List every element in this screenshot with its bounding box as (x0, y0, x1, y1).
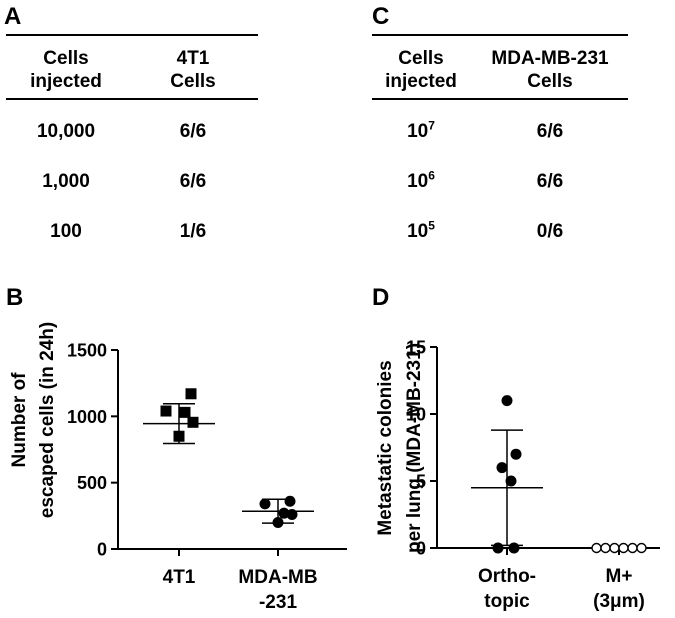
table-a: Cells injected 4T1 Cells 10,000 6/6 1,00… (6, 34, 258, 264)
chart-b-data-point (173, 430, 185, 442)
table-a-top-rule (6, 34, 258, 36)
table-c-row-3-base: 10 (407, 221, 429, 242)
table-c-top-rule (372, 34, 628, 36)
chart-b-y-axis-label: Number of (9, 372, 30, 468)
chart-d-data-point (501, 395, 513, 407)
chart-b-x-tick-label: MDA-MB (238, 567, 317, 588)
chart-b-data-point (286, 509, 298, 521)
chart-b-data-point (284, 495, 296, 507)
table-c: Cells injected MDA-MB-231 Cells 107 6/6 … (372, 34, 628, 264)
table-c-row-1-result: 6/6 (536, 121, 564, 142)
chart-b-y-tick-label: 500 (77, 473, 107, 493)
chart-b-data-point (272, 516, 284, 528)
chart-b-data-point (179, 406, 191, 418)
panel-label-a: A (4, 3, 22, 30)
table-a-row-1-result: 6/6 (179, 121, 207, 142)
table-a-header-rule (6, 98, 258, 100)
chart-b-x-tick-label: 4T1 (163, 567, 196, 588)
chart-d-y-tick-label: 10 (406, 405, 426, 425)
chart-d-data-point (627, 542, 638, 554)
chart-d-data-point (591, 542, 602, 554)
chart-b-data-point (185, 388, 197, 400)
table-a-row-2-result: 6/6 (179, 171, 207, 192)
table-c-row-3-result: 0/6 (536, 221, 564, 242)
chart-d-x-tick-label: topic (484, 591, 530, 612)
chart-d-x-tick-label: Ortho- (478, 566, 536, 587)
table-c-row-2-cells: 106 (372, 170, 470, 193)
chart-b-x-tick-label: -231 (259, 592, 297, 613)
table-c-header-mda-mb-231: MDA-MB-231 Cells (491, 48, 609, 92)
chart-d-y-tick-label: 15 (406, 338, 426, 358)
table-a-header-4t1: 4T1 Cells (170, 48, 216, 92)
table-c-header-rule (372, 98, 628, 100)
chart-b-y-tick-label: 0 (97, 540, 107, 560)
table-c-row-1-base: 10 (407, 121, 429, 142)
table-a-header-cells-injected: Cells injected (30, 48, 102, 92)
chart-d-y-axis-label: Metastatic colonies (375, 360, 396, 535)
table-c-row-1-exponent: 7 (428, 118, 435, 133)
chart-b-data-point (259, 498, 271, 510)
chart-d-data-point (618, 542, 629, 554)
panel-label-d: D (372, 284, 390, 311)
table-c-row-2-result: 6/6 (536, 171, 564, 192)
table-a-row-3-result: 1/6 (179, 221, 207, 242)
chart-b-y-axis-label: escaped cells (in 24h) (37, 322, 58, 518)
table-c-row-2-base: 10 (407, 171, 429, 192)
chart-d-y-axis-label: per lung (MDA-MB-231) (404, 343, 425, 553)
table-c-header-cells-injected: Cells injected (385, 48, 457, 92)
chart-d-x-tick-label: (3μm) (593, 591, 645, 612)
chart-d-data-point (492, 542, 504, 554)
chart-d-x-tick-label: M+ (606, 566, 633, 587)
chart-d-y-tick-label: 5 (416, 472, 426, 492)
panel-label-b: B (6, 284, 24, 311)
chart-d-data-point (636, 542, 647, 554)
chart-d-data-point (609, 542, 620, 554)
chart-d-y-tick-label: 0 (416, 539, 426, 559)
chart-b-data-point (187, 416, 199, 428)
chart-d-data-point (508, 542, 520, 554)
table-c-row-1-cells: 107 (372, 120, 470, 143)
chart-b-y-tick-label: 1000 (67, 407, 107, 427)
chart-d-data-point (505, 475, 517, 487)
table-c-row-3-cells: 105 (372, 220, 470, 243)
table-a-row-2-cells: 1,000 (42, 171, 90, 192)
chart-d-data-point (496, 462, 508, 474)
chart-b-y-tick-label: 1500 (67, 341, 107, 361)
chart-b-data-point (160, 405, 172, 417)
panel-label-c: C (372, 3, 390, 30)
table-c-row-2-exponent: 6 (428, 168, 435, 183)
table-a-row-1-cells: 10,000 (36, 121, 96, 142)
chart-d-data-point (600, 542, 611, 554)
table-c-row-3-exponent: 5 (428, 218, 435, 233)
chart-d-data-point (510, 448, 522, 460)
table-a-row-3-cells: 100 (50, 221, 82, 242)
